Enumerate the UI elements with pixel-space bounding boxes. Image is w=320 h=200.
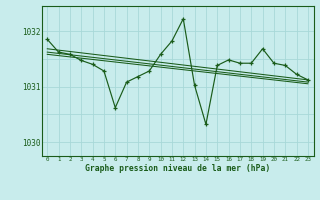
X-axis label: Graphe pression niveau de la mer (hPa): Graphe pression niveau de la mer (hPa)	[85, 164, 270, 173]
